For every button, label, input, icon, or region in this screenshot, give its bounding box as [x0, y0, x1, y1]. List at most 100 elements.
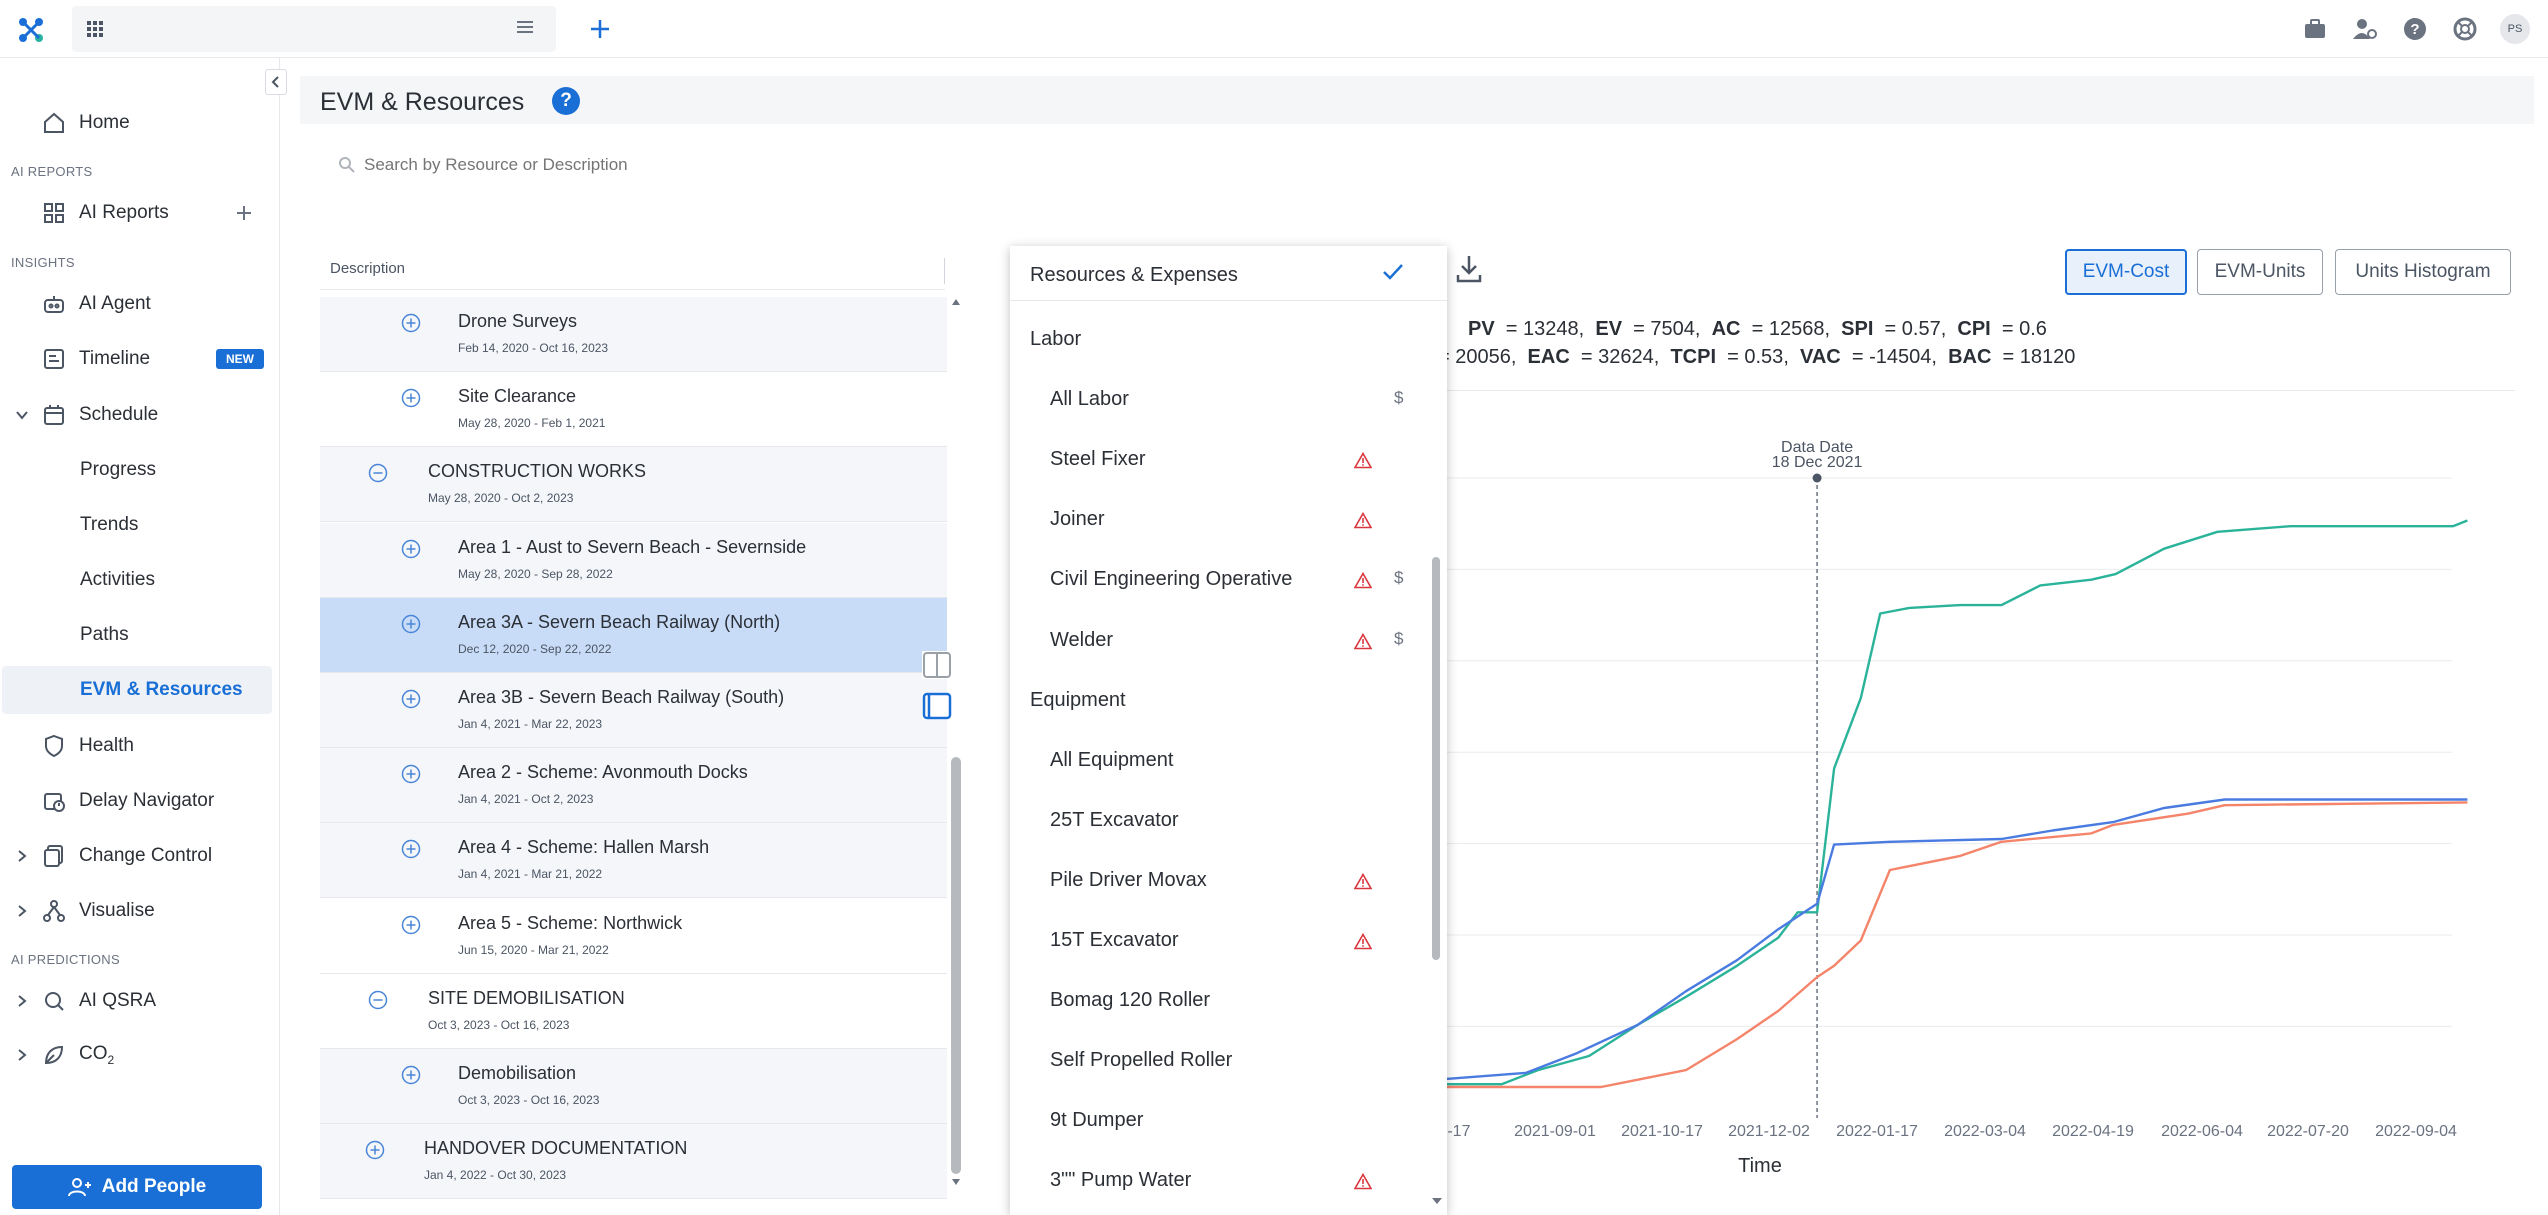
section-label: AI REPORTS	[11, 164, 93, 179]
table-row[interactable]: Area 3B - Severn Beach Railway (South) Ja…	[320, 673, 947, 748]
sidebar-item-timeline[interactable]: Timeline NEW	[0, 335, 272, 383]
sidebar-item-visualise[interactable]: Visualise	[0, 887, 272, 935]
sidebar-item-ai-qsra[interactable]: AI QSRA	[0, 977, 272, 1025]
sidebar-item-ai-reports[interactable]: AI Reports	[0, 189, 272, 237]
cost-indicator: $	[1394, 628, 1404, 648]
resource-search-input[interactable]	[334, 150, 834, 180]
expand-row-icon[interactable]	[401, 689, 421, 709]
dropdown-item[interactable]: Steel Fixer	[1010, 432, 1430, 492]
sidebar-item-home[interactable]: Home	[0, 99, 272, 147]
sidebar-item-progress[interactable]: Progress	[0, 446, 272, 494]
table-row[interactable]: Area 1 - Aust to Severn Beach - Severnsi…	[320, 522, 947, 598]
sidebar-item-schedule[interactable]: Schedule	[0, 391, 272, 439]
expand-row-icon[interactable]	[401, 539, 421, 559]
scroll-up-icon[interactable]	[950, 297, 962, 307]
table-row[interactable]: Area 2 - Scheme: Avonmouth Docks Jan 4, 2…	[320, 748, 947, 824]
help-circle-icon[interactable]: ?	[2400, 14, 2430, 44]
table-scroll-thumb[interactable]	[951, 757, 961, 1174]
dropdown-item[interactable]: 15T Excavator	[1010, 913, 1430, 973]
help-icon[interactable]: ?	[552, 87, 580, 115]
plus-icon[interactable]	[585, 14, 615, 44]
sidebar-item-label: AI QSRA	[79, 990, 157, 1011]
dropdown-item[interactable]: Welder $	[1010, 613, 1430, 673]
expand-row-icon[interactable]	[401, 764, 421, 784]
collapse-sidebar-button[interactable]	[265, 69, 287, 95]
dropdown-item[interactable]: Bomag 120 Roller	[1010, 973, 1430, 1033]
row-title: Area 4 - Scheme: Hallen Marsh	[458, 837, 710, 858]
expand-row-icon[interactable]	[401, 614, 421, 634]
dropdown-item[interactable]: 9t Dumper	[1010, 1093, 1430, 1153]
top-bar: ? PS	[0, 0, 2548, 58]
resources-dropdown[interactable]: Resources & Expenses Embankment Excavati…	[1010, 246, 1447, 1215]
sidebar-item-ai-agent[interactable]: AI Agent	[0, 280, 272, 328]
brand-logo[interactable]	[14, 12, 48, 46]
checkmark-icon[interactable]	[1382, 263, 1404, 281]
panel-view-icon[interactable]	[922, 692, 952, 720]
column-divider	[944, 258, 945, 284]
dropdown-item[interactable]: 25T Excavator	[1010, 793, 1430, 853]
download-icon[interactable]	[1455, 254, 1483, 284]
table-row[interactable]: SITE DEMOBILISATION Oct 3, 2023 - Oct 16,…	[320, 974, 947, 1049]
sidebar-item-activities[interactable]: Activities	[0, 556, 272, 604]
split-view-icon[interactable]	[922, 651, 952, 679]
sidebar-item-co2[interactable]: CO2	[0, 1031, 272, 1079]
dropdown-item[interactable]: 3"" Pump Water	[1010, 1153, 1430, 1213]
row-dates: Oct 3, 2023 - Oct 16, 2023	[428, 1017, 570, 1032]
user-settings-icon[interactable]	[2350, 14, 2380, 44]
table-row[interactable]: Demobilisation Oct 3, 2023 - Oct 16, 2023	[320, 1049, 947, 1124]
collapse-row-icon[interactable]	[368, 990, 388, 1010]
risk-analysis-icon	[45, 992, 64, 1011]
dropdown-item[interactable]: Civil Engineering Operative $	[1010, 552, 1430, 612]
expand-row-icon[interactable]	[401, 839, 421, 859]
dropdown-item[interactable]: All Labor $	[1010, 372, 1430, 432]
add-report-icon[interactable]	[236, 205, 252, 221]
sidebar-item-delay-navigator[interactable]: Delay Navigator	[0, 777, 272, 825]
table-row[interactable]: Area 3A - Severn Beach Railway (North) De…	[320, 597, 947, 673]
collapse-row-icon[interactable]	[368, 463, 388, 483]
units-histogram-button[interactable]: Units Histogram	[2335, 249, 2511, 295]
evm-units-button[interactable]: EVM-Units	[2197, 249, 2323, 295]
expand-row-icon[interactable]	[401, 313, 421, 333]
dropdown-scroll-thumb[interactable]	[1432, 557, 1440, 960]
table-row[interactable]: Area 4 - Scheme: Hallen Marsh Jan 4, 2021…	[320, 823, 947, 899]
sidebar-item-change-control[interactable]: Change Control	[0, 832, 272, 880]
row-dates: Jan 4, 2021 - Mar 22, 2023	[458, 717, 603, 731]
table-scrollbar[interactable]	[950, 297, 962, 1185]
dropdown-scroll-down-icon[interactable]	[1430, 1196, 1444, 1206]
sidebar-item-label: Delay Navigator	[79, 790, 215, 811]
table-row[interactable]: CONSTRUCTION WORKS May 28, 2020 - Oct 2, …	[320, 447, 947, 523]
expand-row-icon[interactable]	[365, 1140, 385, 1160]
apps-grid-icon[interactable]	[80, 14, 110, 44]
expand-row-icon[interactable]	[401, 915, 421, 935]
table-row[interactable]: Area 5 - Scheme: Northwick Jun 15, 2020 -…	[320, 899, 947, 974]
chevron-right-icon	[18, 850, 27, 862]
warning-icon	[1354, 512, 1372, 529]
support-lifebuoy-icon[interactable]	[2450, 14, 2480, 44]
cost-indicator: $	[1394, 388, 1404, 408]
sidebar-item-health[interactable]: Health	[0, 722, 272, 770]
x-tick-label: 2021-09-01	[1514, 1123, 1596, 1140]
sidebar-item-paths[interactable]: Paths	[0, 611, 272, 659]
table-row[interactable]: HANDOVER DOCUMENTATION Jan 4, 2022 - Oct …	[320, 1124, 947, 1200]
dropdown-item[interactable]: Pile Driver Movax	[1010, 853, 1430, 913]
global-search-box[interactable]	[72, 6, 556, 52]
table-row[interactable]: Drone Surveys Feb 14, 2020 - Oct 16, 2023	[320, 297, 947, 372]
dropdown-item[interactable]: Joiner	[1010, 492, 1430, 552]
dropdown-item-label: Civil Engineering Operative	[1050, 568, 1293, 591]
expand-row-icon[interactable]	[401, 388, 421, 408]
add-people-button[interactable]: Add People	[12, 1165, 262, 1209]
chevron-down-icon	[16, 411, 28, 420]
scroll-down-icon[interactable]	[950, 1177, 962, 1187]
sidebar-item-trends[interactable]: Trends	[0, 501, 272, 549]
dropdown-item[interactable]: All Equipment	[1010, 733, 1430, 793]
dropdown-item[interactable]: Self Propelled Roller	[1010, 1033, 1430, 1093]
sidebar-item-evm-resources[interactable]: EVM & Resources	[2, 666, 272, 714]
menu-lines-icon[interactable]	[510, 12, 540, 42]
evm-cost-button[interactable]: EVM-Cost	[2065, 249, 2187, 295]
table-row[interactable]: Site Clearance May 28, 2020 - Feb 1, 2021	[320, 372, 947, 448]
briefcase-icon[interactable]	[2300, 14, 2330, 44]
dropdown-group-header: Labor	[1010, 312, 1430, 372]
calendar-clock-icon	[44, 793, 65, 812]
avatar[interactable]: PS	[2500, 14, 2530, 44]
expand-row-icon[interactable]	[401, 1065, 421, 1085]
